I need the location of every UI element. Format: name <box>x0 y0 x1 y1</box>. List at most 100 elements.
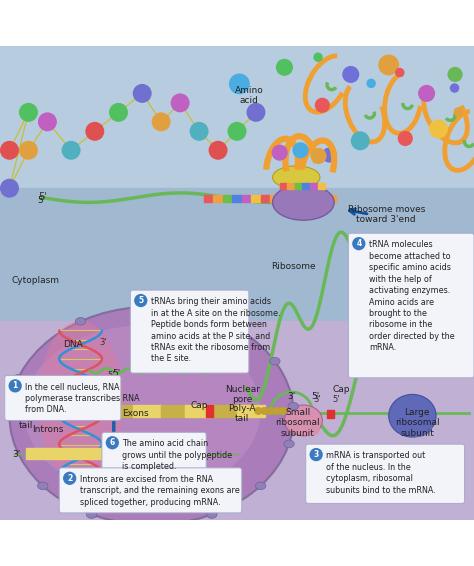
Text: 3': 3' <box>314 395 321 404</box>
Text: Primary
RNA transcript: Primary RNA transcript <box>133 347 199 366</box>
Circle shape <box>62 141 81 160</box>
Circle shape <box>272 144 288 161</box>
Bar <box>310 183 317 188</box>
Text: 4: 4 <box>356 239 362 248</box>
Text: Ribosome moves
toward 3'end: Ribosome moves toward 3'end <box>347 204 425 224</box>
Bar <box>287 183 294 188</box>
FancyBboxPatch shape <box>130 290 249 373</box>
Bar <box>289 195 298 202</box>
FancyBboxPatch shape <box>59 468 242 513</box>
Circle shape <box>109 103 128 122</box>
Bar <box>81 405 109 417</box>
Bar <box>140 448 168 460</box>
Circle shape <box>9 379 22 392</box>
Bar <box>237 405 265 417</box>
Circle shape <box>276 59 293 76</box>
Circle shape <box>313 53 323 62</box>
Bar <box>299 195 307 202</box>
Bar <box>270 195 279 202</box>
Circle shape <box>418 85 435 102</box>
Text: mRNA: mRNA <box>181 453 208 462</box>
Ellipse shape <box>284 405 322 436</box>
Circle shape <box>19 103 38 122</box>
Bar <box>280 195 288 202</box>
Text: Ribosome: Ribosome <box>272 262 316 271</box>
Bar <box>26 448 55 460</box>
Circle shape <box>280 408 286 414</box>
Circle shape <box>246 103 265 122</box>
Circle shape <box>255 408 262 414</box>
Bar <box>55 448 83 460</box>
Text: RNA
polymerase: RNA polymerase <box>9 375 62 395</box>
Circle shape <box>152 113 171 131</box>
Text: 5': 5' <box>333 395 340 404</box>
Circle shape <box>310 148 327 164</box>
Bar <box>261 195 269 202</box>
Text: 1: 1 <box>12 381 18 391</box>
Text: mRNA is transported out
of the nucleus. In the
cytoplasm, ribosomal
subunits bin: mRNA is transported out of the nucleus. … <box>326 451 436 495</box>
Circle shape <box>450 83 459 93</box>
Text: Exons: Exons <box>122 409 148 418</box>
Bar <box>133 405 161 417</box>
Bar <box>161 405 185 417</box>
Circle shape <box>85 122 104 141</box>
Circle shape <box>366 79 376 88</box>
Circle shape <box>286 408 292 414</box>
Text: Introns: Introns <box>32 426 63 435</box>
Bar <box>251 195 260 202</box>
Circle shape <box>0 179 19 198</box>
Circle shape <box>378 54 399 75</box>
Text: 2: 2 <box>67 474 73 483</box>
Text: 6: 6 <box>109 438 115 447</box>
Text: 3': 3' <box>100 338 107 346</box>
Text: Completed
polypeptide: Completed polypeptide <box>46 378 100 397</box>
Circle shape <box>315 98 330 113</box>
Circle shape <box>273 408 280 414</box>
Text: tRNA molecules
become attached to
specific amino acids
with the help of
activati: tRNA molecules become attached to specif… <box>369 241 455 353</box>
Text: Introns are excised from the RNA
transcript, and the remaining exons are
spliced: Introns are excised from the RNA transcr… <box>80 475 239 507</box>
Text: 3': 3' <box>287 392 296 401</box>
Circle shape <box>342 66 359 83</box>
Bar <box>213 405 237 417</box>
Bar <box>0 46 474 188</box>
Text: Amino
acid: Amino acid <box>235 86 263 105</box>
Text: In the cell nucleus, RNA
polymerase transcribes RNA
from DNA.: In the cell nucleus, RNA polymerase tran… <box>25 383 140 414</box>
Ellipse shape <box>146 521 157 529</box>
Circle shape <box>310 448 323 461</box>
Text: 5': 5' <box>37 195 46 204</box>
Bar <box>0 321 474 520</box>
Bar <box>0 46 474 321</box>
Circle shape <box>454 107 463 117</box>
Text: Cytoplasm: Cytoplasm <box>11 276 60 285</box>
Bar <box>204 195 212 202</box>
Text: DNA: DNA <box>64 340 83 349</box>
Circle shape <box>229 74 250 95</box>
Bar <box>242 195 250 202</box>
Bar <box>206 405 213 417</box>
Text: 3': 3' <box>138 357 146 366</box>
Circle shape <box>63 471 76 485</box>
Bar <box>308 195 317 202</box>
Text: Cap: Cap <box>333 385 350 394</box>
Ellipse shape <box>270 357 280 365</box>
Ellipse shape <box>255 482 266 490</box>
Bar <box>318 195 326 202</box>
Circle shape <box>133 84 152 103</box>
Circle shape <box>447 67 463 82</box>
Text: mRNA: mRNA <box>309 456 336 465</box>
Circle shape <box>0 141 19 160</box>
Circle shape <box>190 122 209 141</box>
Text: tRNAs bring their amino acids
in at the A site on the ribosome.
Peptide bonds fo: tRNAs bring their amino acids in at the … <box>151 297 280 363</box>
Text: The amino acid chain
grows until the polypeptide
is completed.: The amino acid chain grows until the pol… <box>122 439 232 471</box>
Bar <box>55 405 81 417</box>
Circle shape <box>395 68 404 78</box>
Bar <box>280 183 287 188</box>
Ellipse shape <box>13 375 23 382</box>
Ellipse shape <box>301 422 320 436</box>
Text: 5': 5' <box>311 392 319 401</box>
Bar <box>327 410 334 418</box>
Bar <box>111 448 140 460</box>
Circle shape <box>398 131 413 146</box>
Bar <box>223 195 231 202</box>
Text: 5': 5' <box>108 371 115 380</box>
